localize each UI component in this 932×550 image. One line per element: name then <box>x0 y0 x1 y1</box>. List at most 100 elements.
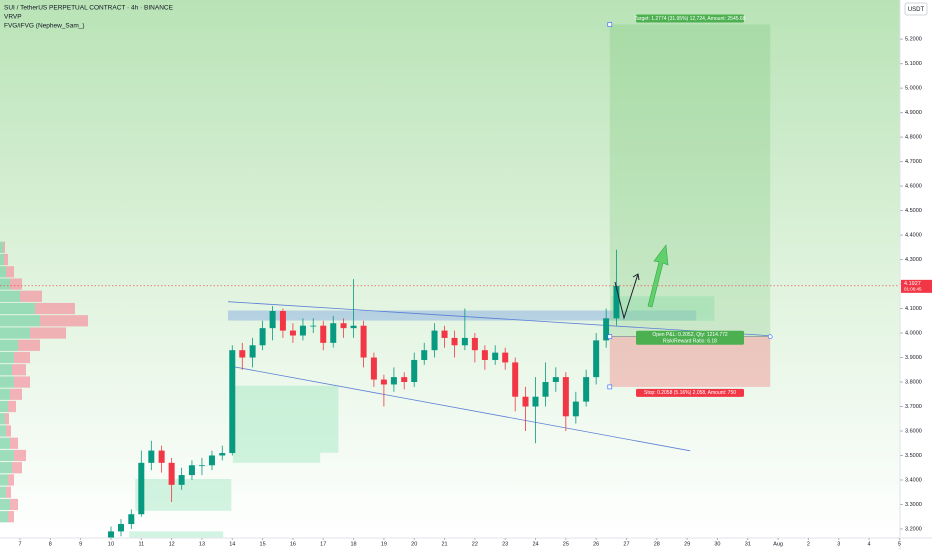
position-handle <box>607 334 613 340</box>
y-tick-label: 4.0000 <box>905 330 922 336</box>
x-tick-label: 18 <box>351 541 357 547</box>
volume-profile-bar <box>6 486 11 498</box>
candle-body <box>502 352 509 363</box>
x-tick-label: 26 <box>593 541 599 547</box>
y-tick-label: 3.6000 <box>905 428 922 434</box>
stop-zone <box>609 336 771 387</box>
volume-profile-bar <box>0 437 10 449</box>
x-tick-label: 13 <box>199 541 205 547</box>
candle-body <box>229 350 236 454</box>
candle-body <box>512 362 519 397</box>
candle-body <box>239 350 246 358</box>
x-tick-label: 12 <box>169 541 175 547</box>
y-tick-label: 4.3000 <box>905 257 922 263</box>
candle-body <box>299 325 306 336</box>
volume-profile-bar <box>0 474 8 486</box>
last-price-box <box>901 279 932 293</box>
candle-body <box>219 453 226 456</box>
x-tick-label: 28 <box>654 541 660 547</box>
candle-body <box>481 350 488 360</box>
volume-profile-bar <box>10 437 18 449</box>
volume-profile-bar <box>18 339 40 351</box>
x-tick-label: 24 <box>532 541 538 547</box>
candle-body <box>158 450 165 463</box>
volume-profile-bar <box>35 302 75 315</box>
x-tick-label: 29 <box>684 541 690 547</box>
trendline <box>232 366 691 452</box>
indicator-label: FVG/iFVG (Nephew_Sam_) <box>4 23 85 30</box>
x-tick-label: 16 <box>290 541 296 547</box>
zone <box>232 385 339 453</box>
stop-label: Stop: 0.2058 (5.16%) 2,058, Amount: 750 <box>644 390 736 396</box>
candle-body <box>117 524 124 532</box>
candle-body <box>421 350 428 360</box>
volume-profile-bar <box>0 315 40 327</box>
volume-profile-bar <box>12 364 26 376</box>
candle-body <box>310 325 317 327</box>
candle-body <box>390 377 397 385</box>
volume-profile-bar <box>0 400 8 413</box>
position-handle <box>767 334 773 340</box>
x-tick-label: Aug <box>773 541 783 547</box>
entry-label: Open P&L: 0.2052, Qty: 1214.772 <box>652 332 728 338</box>
volume-profile-bar <box>10 388 22 400</box>
y-tick-label: 4.5000 <box>905 208 922 214</box>
position-handle <box>607 22 613 27</box>
volume-profile-bar <box>0 266 6 278</box>
candle-body <box>471 337 478 351</box>
candle-body <box>522 396 529 407</box>
y-tick-label: 5.0000 <box>905 86 922 92</box>
candle-body <box>461 337 468 346</box>
volume-profile-bar <box>0 241 3 253</box>
x-tick-label: 31 <box>745 541 751 547</box>
drawn-arrow <box>614 273 640 320</box>
candle-body <box>350 325 357 329</box>
volume-profile-bar <box>0 278 10 290</box>
y-tick-label: 3.8000 <box>905 379 922 385</box>
y-tick-label: 4.4000 <box>905 233 922 239</box>
candle-body <box>572 401 579 417</box>
candle-body <box>552 377 559 383</box>
volume-profile-bar <box>5 413 9 425</box>
candle-body <box>249 345 256 358</box>
currency-button[interactable] <box>904 2 928 16</box>
candle-body <box>542 382 549 397</box>
y-tick-label: 3.7000 <box>905 404 922 410</box>
candle-body <box>441 330 448 338</box>
indicator-label: VRVP <box>4 14 22 21</box>
y-tick-label: 4.1000 <box>905 306 922 312</box>
volume-profile-bar <box>8 511 14 523</box>
candle-body <box>431 330 438 351</box>
x-tick-label: 5 <box>898 541 901 547</box>
volume-profile-bar <box>14 351 30 364</box>
x-tick-label: 3 <box>837 541 840 547</box>
position-label-box <box>636 330 745 345</box>
plot-background <box>0 0 900 538</box>
candle-body <box>198 465 205 467</box>
x-tick-label: 20 <box>411 541 417 547</box>
drawn-arrow <box>647 244 669 308</box>
candle-body <box>188 465 195 476</box>
y-tick-label: 5.2000 <box>905 37 922 43</box>
volume-profile-bar <box>40 315 88 327</box>
volume-profile-bar <box>6 425 11 437</box>
volume-profile-bar <box>0 376 14 388</box>
volume-profile-bar <box>0 462 12 474</box>
candle-body <box>451 337 458 346</box>
volume-profile-bar <box>0 413 5 425</box>
target-zone <box>609 24 771 337</box>
symbol-title: SUI / TetherUS PERPETUAL CONTRACT · 4h ·… <box>4 5 174 12</box>
target-label: Target: 1.2774 (31.95%) 12,724, Amount: … <box>635 16 746 22</box>
zone <box>228 310 697 321</box>
volume-profile-bar <box>20 290 42 302</box>
last-price-label: 4.1927 <box>904 281 921 287</box>
volume-profile-bar <box>0 327 30 339</box>
x-tick-label: 14 <box>229 541 235 547</box>
zone <box>232 452 321 463</box>
y-tick-label: 3.2000 <box>905 526 922 532</box>
candle-body <box>411 359 418 383</box>
position-label-box <box>636 388 745 397</box>
x-tick-label: 22 <box>472 541 478 547</box>
x-tick-label: 17 <box>320 541 326 547</box>
x-tick-label: 21 <box>441 541 447 547</box>
